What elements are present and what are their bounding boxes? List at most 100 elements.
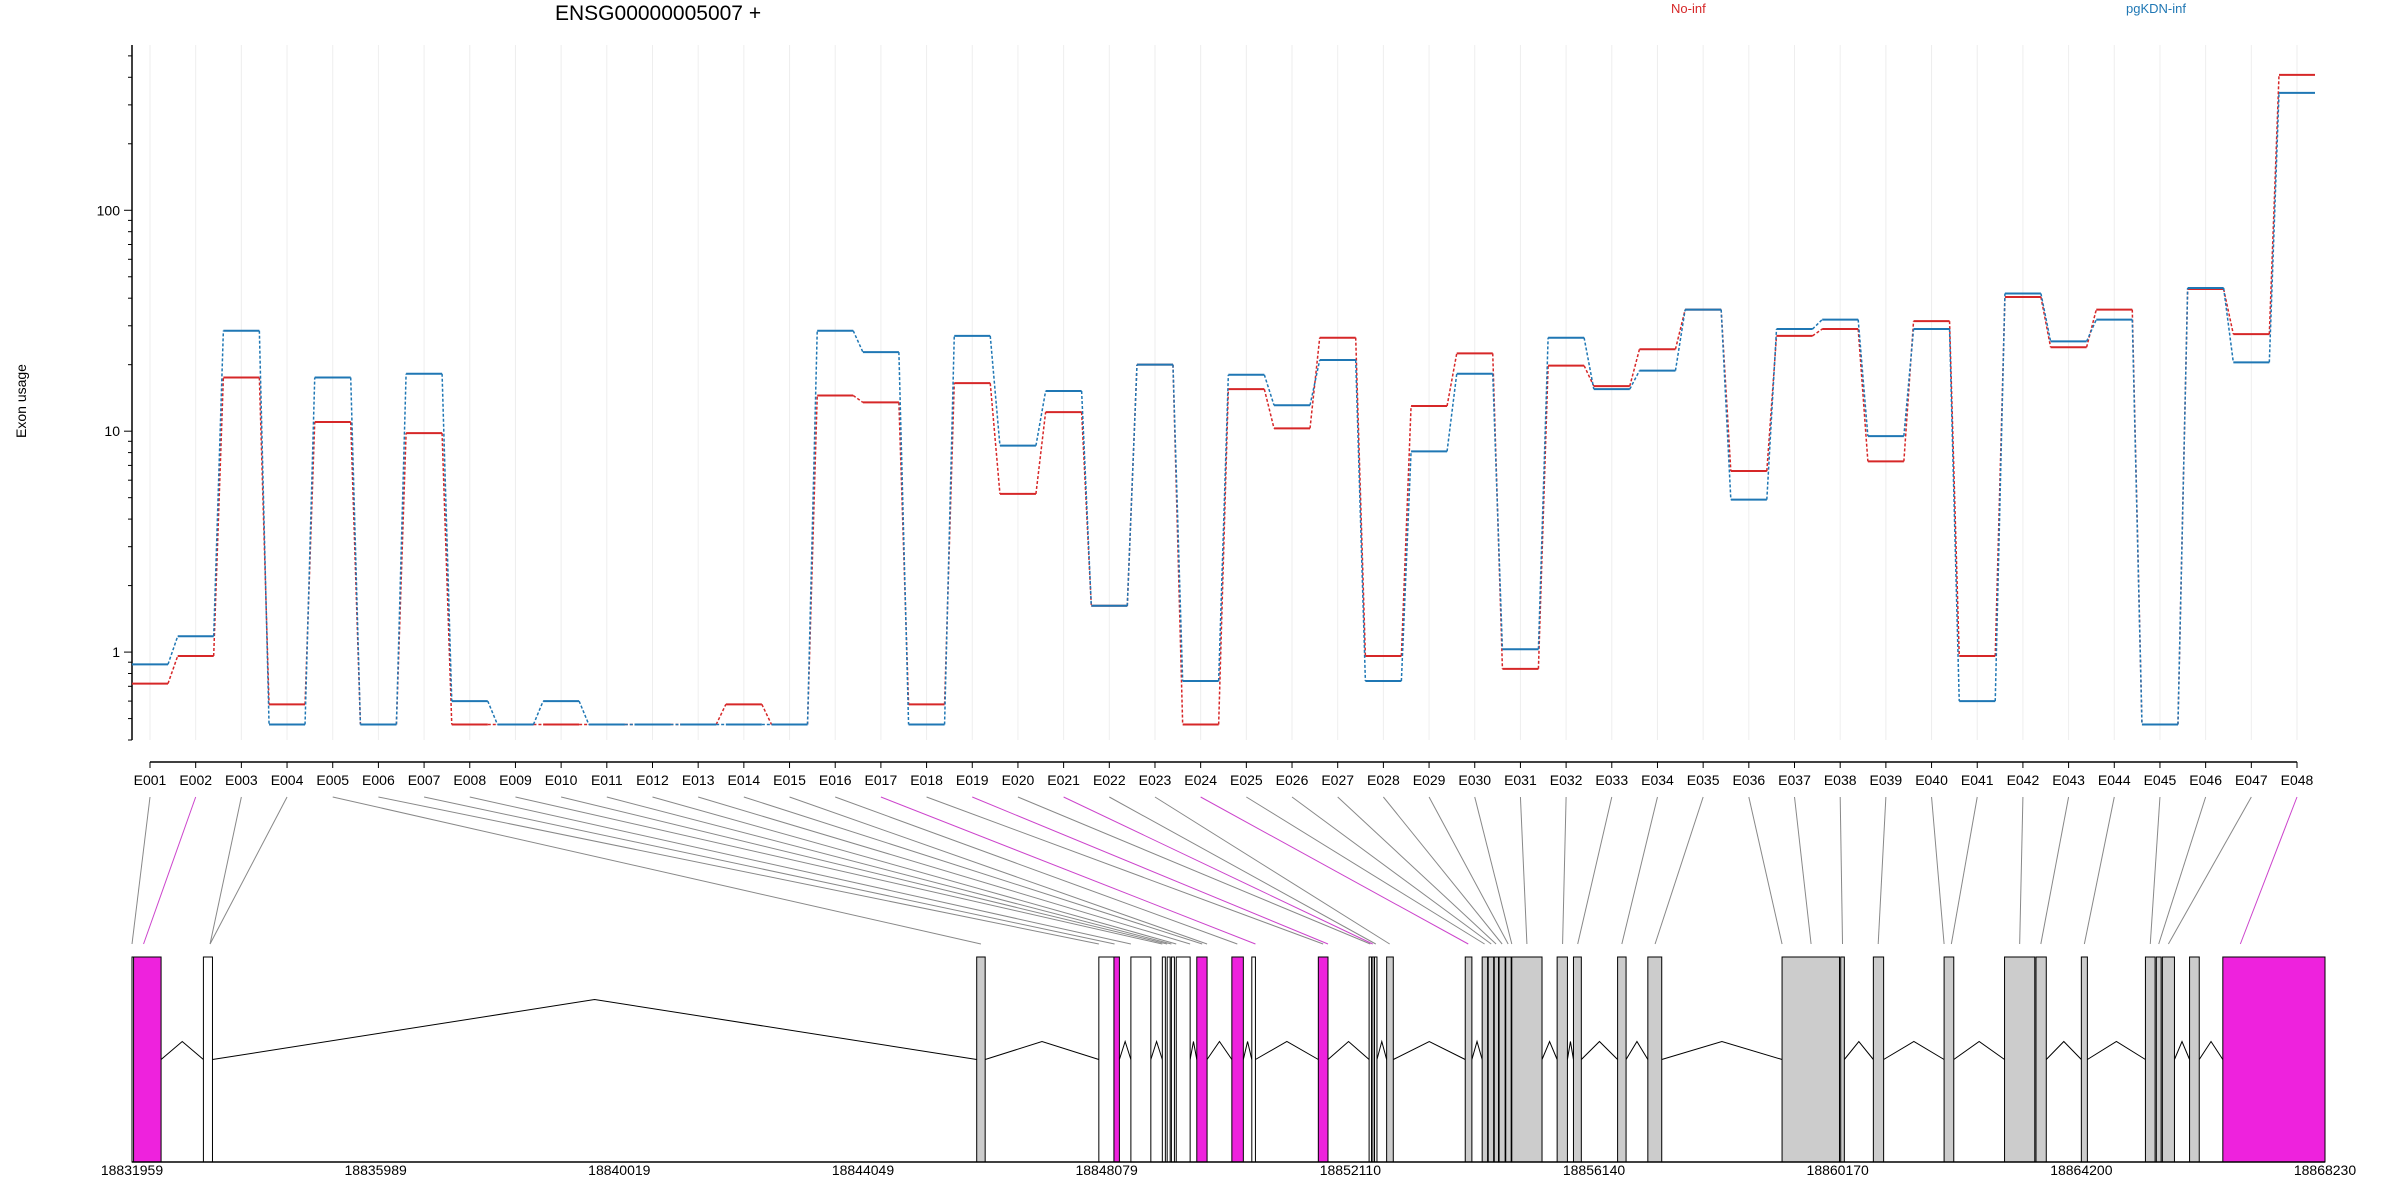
data-connector bbox=[1903, 328, 1915, 437]
exon-block bbox=[202, 956, 213, 1163]
genome-coordinate-label: 18831959 bbox=[101, 1162, 164, 1178]
data-connector bbox=[1812, 328, 1823, 337]
data-connector bbox=[1309, 359, 1321, 406]
exon-block bbox=[2035, 956, 2047, 1163]
exon-tick-label: E019 bbox=[956, 772, 989, 788]
exon-block bbox=[1556, 956, 1568, 1163]
exon-tick-label: E005 bbox=[316, 772, 349, 788]
exon-tick-label: E012 bbox=[636, 772, 669, 788]
data-connector bbox=[532, 700, 544, 725]
data-connector bbox=[167, 635, 179, 665]
exon-tick-label: E014 bbox=[727, 772, 760, 788]
intron-line bbox=[160, 1040, 204, 1060]
data-connector bbox=[1172, 364, 1184, 682]
exon-tick-label: E038 bbox=[1824, 772, 1857, 788]
genome-coordinate-label: 18860170 bbox=[1807, 1162, 1870, 1178]
exon-tick-label: E011 bbox=[591, 772, 623, 788]
exon-block bbox=[1317, 956, 1329, 1163]
exon-tick-label: E017 bbox=[865, 772, 898, 788]
exon-block bbox=[2189, 956, 2200, 1163]
data-connector bbox=[1537, 337, 1549, 650]
data-connector bbox=[2222, 287, 2235, 363]
data-connector bbox=[2040, 293, 2052, 342]
data-connector bbox=[1948, 329, 1960, 702]
exon-block bbox=[1481, 956, 1489, 1163]
exon-block bbox=[1098, 956, 1115, 1163]
exon-block bbox=[2144, 956, 2156, 1163]
data-connector bbox=[1857, 319, 1869, 437]
exon-tick-label: E004 bbox=[271, 772, 304, 788]
exon-connector bbox=[835, 796, 1238, 945]
exon-connector bbox=[561, 796, 1168, 945]
exon-connector bbox=[1950, 796, 1978, 945]
exon-connector bbox=[652, 796, 1177, 945]
data-connector bbox=[1263, 388, 1275, 429]
data-connector bbox=[1126, 364, 1138, 606]
series-no-inf bbox=[132, 73, 2315, 726]
exon-block bbox=[1840, 956, 1845, 1163]
data-connector bbox=[1263, 374, 1275, 406]
data-connector bbox=[1903, 321, 1915, 462]
exon-connector bbox=[698, 796, 1191, 945]
exon-tick-label: E030 bbox=[1458, 772, 1491, 788]
data-connector bbox=[1629, 370, 1641, 390]
exon-tick-label: E010 bbox=[545, 772, 578, 788]
exon-tick-label: E026 bbox=[1276, 772, 1309, 788]
exon-connector bbox=[1654, 796, 1704, 945]
data-connector bbox=[1629, 349, 1641, 387]
intron-line bbox=[1883, 1040, 1945, 1060]
data-connector bbox=[1811, 319, 1823, 330]
data-connector bbox=[167, 655, 179, 684]
data-connector bbox=[258, 330, 270, 725]
exon-block bbox=[1464, 956, 1473, 1163]
exon-tick-label: E006 bbox=[362, 772, 395, 788]
intron-line bbox=[1541, 1040, 1558, 1060]
exon-tick-label: E016 bbox=[819, 772, 852, 788]
exon-connector bbox=[972, 796, 1329, 945]
exon-tick-label: E007 bbox=[408, 772, 441, 788]
data-connector bbox=[349, 377, 362, 725]
data-connector bbox=[1994, 293, 2006, 702]
exon-block bbox=[1251, 956, 1256, 1163]
exon-connector bbox=[1877, 796, 1887, 945]
exon-connector bbox=[2158, 796, 2207, 945]
exon-connector bbox=[2040, 796, 2070, 945]
intron-line bbox=[1661, 1040, 1783, 1060]
exon-connector bbox=[143, 796, 197, 945]
data-connector bbox=[715, 704, 727, 725]
exon-block bbox=[1196, 956, 1208, 1163]
exon-connector bbox=[423, 796, 1115, 945]
data-connector bbox=[1217, 374, 1230, 682]
exon-block bbox=[1498, 956, 1506, 1163]
exon-tick-label: E042 bbox=[2007, 772, 2040, 788]
exon-connector bbox=[1337, 796, 1497, 945]
exon-block bbox=[1130, 956, 1152, 1163]
data-connector bbox=[212, 330, 225, 637]
data-connector bbox=[1446, 373, 1458, 452]
data-connector bbox=[395, 373, 407, 725]
genome-coordinate-label: 18848079 bbox=[1075, 1162, 1138, 1178]
exon-tick-label: E015 bbox=[773, 772, 806, 788]
exon-tick-label: E020 bbox=[1002, 772, 1035, 788]
exon-connector bbox=[2239, 796, 2298, 945]
exon-tick-label: E023 bbox=[1139, 772, 1172, 788]
exon-tick-label: E027 bbox=[1321, 772, 1354, 788]
data-connector bbox=[852, 394, 864, 404]
data-connector bbox=[761, 704, 773, 725]
exon-block bbox=[1170, 956, 1175, 1163]
exon-connector bbox=[1428, 796, 1509, 945]
exon-block bbox=[1374, 956, 1378, 1163]
data-connector bbox=[989, 383, 1001, 494]
exon-block bbox=[2004, 956, 2036, 1163]
intron-line bbox=[2045, 1040, 2082, 1060]
exon-tick-label: E033 bbox=[1595, 772, 1628, 788]
exon-block bbox=[1617, 956, 1627, 1163]
data-connector bbox=[1400, 451, 1412, 682]
exon-connector bbox=[1154, 796, 1390, 945]
data-connector bbox=[487, 700, 499, 725]
exon-connector bbox=[378, 796, 1099, 945]
exon-block bbox=[2155, 956, 2162, 1163]
exon-connector bbox=[1246, 796, 1485, 945]
exon-tick-label: E048 bbox=[2281, 772, 2314, 788]
data-connector bbox=[395, 433, 407, 725]
